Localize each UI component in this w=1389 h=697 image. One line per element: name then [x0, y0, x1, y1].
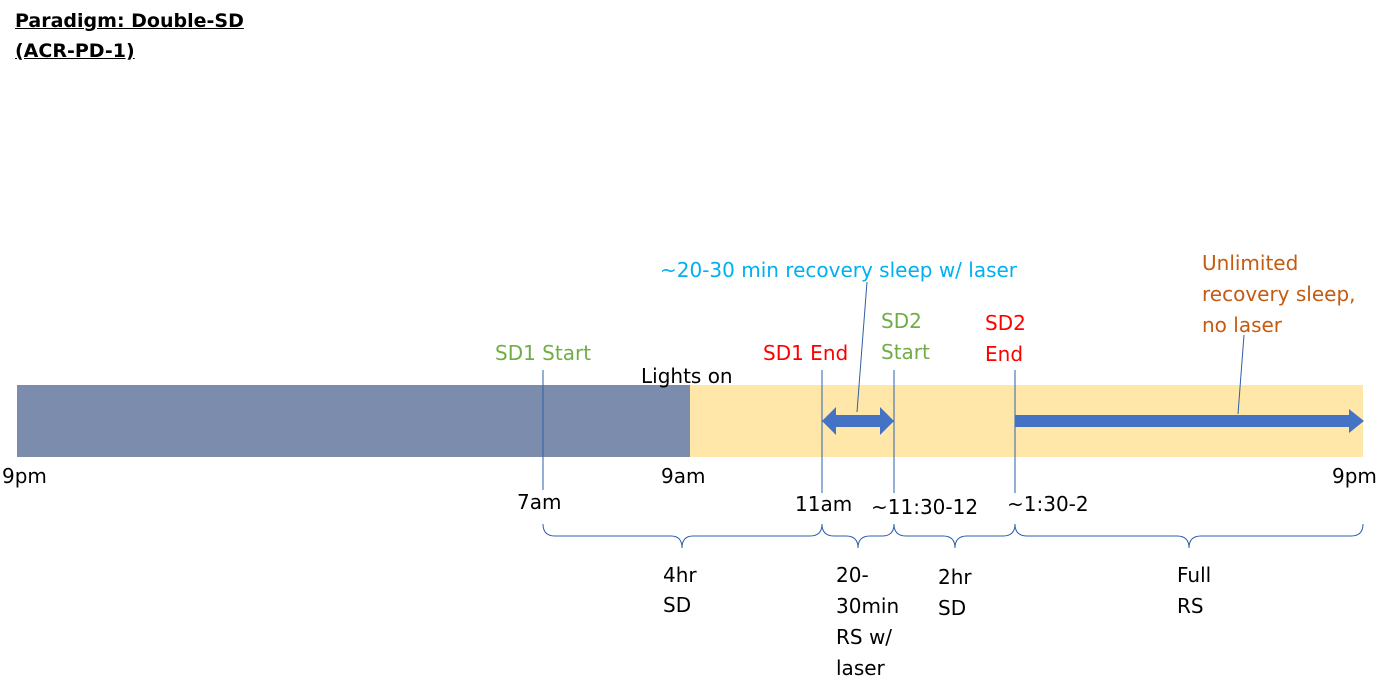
sd2-start-label-line-1: SD2 [881, 309, 922, 333]
duration-rs-line-3: RS w/ [836, 625, 893, 649]
duration-2hr-sd-line-2: SD [938, 596, 967, 620]
brace-4hr-sd [542, 523, 823, 549]
unlimited-note-leader [1237, 334, 1245, 415]
duration-full-rs-line-1: Full [1177, 563, 1212, 587]
duration-2hr-sd-line-1: 2hr [938, 565, 972, 589]
duration-rs-line-4: laser [836, 656, 885, 680]
duration-rs-line-1: 20- [836, 563, 869, 587]
unlimited-note-line-1: Unlimited [1202, 251, 1299, 275]
laser-note-leader [856, 281, 868, 413]
duration-20-30min-rs: 20- 30min RS w/ laser [836, 560, 899, 684]
duration-4hr-sd-line-1: 4hr [663, 563, 697, 587]
duration-2hr-sd: 2hr SD [938, 562, 972, 624]
title-line-1: Paradigm: Double-SD [15, 10, 244, 32]
unlimited-recovery-note: Unlimited recovery sleep, no laser [1202, 248, 1356, 341]
duration-full-rs-line-2: RS [1177, 594, 1204, 618]
unlimited-note-line-3: no laser [1202, 313, 1283, 337]
brace-20-30min-rs [821, 523, 895, 549]
time-label-7am: 7am [517, 490, 562, 514]
lights-on-label: Lights on [641, 364, 733, 388]
unlimited-note-line-2: recovery sleep, [1202, 282, 1356, 306]
time-label-9am: 9am [661, 464, 706, 488]
time-label-9pm-start: 9pm [2, 464, 47, 488]
time-label-1130-12: ~11:30-12 [871, 495, 979, 519]
sd2-end-label-line-1: SD2 [985, 311, 1026, 335]
duration-full-rs: Full RS [1177, 560, 1211, 622]
brace-2hr-sd [893, 523, 1016, 549]
title-line-2: (ACR-PD-1) [15, 40, 135, 62]
dark-period-bar [17, 385, 690, 457]
time-label-130-2: ~1:30-2 [1007, 492, 1089, 516]
sd2-start-label-line-2: Start [881, 340, 930, 364]
sd2-end-label: SD2 End [985, 309, 1026, 368]
brace-full-rs [1014, 523, 1364, 549]
duration-4hr-sd: 4hr SD [663, 560, 697, 620]
time-label-9pm-end: 9pm [1332, 464, 1377, 488]
sd2-start-label: SD2 Start [881, 307, 930, 366]
duration-4hr-sd-line-2: SD [663, 593, 692, 617]
time-label-11am: 11am [795, 492, 853, 516]
unlimited-recovery-arrow [1015, 409, 1364, 433]
sd1-end-label: SD1 End [763, 341, 849, 365]
paradigm-title: Paradigm: Double-SD (ACR-PD-1) [15, 6, 244, 66]
duration-rs-line-2: 30min [836, 594, 900, 618]
sd2-end-label-line-2: End [985, 342, 1024, 366]
laser-recovery-note: ~20-30 min recovery sleep w/ laser [660, 258, 1018, 282]
laser-recovery-arrow [822, 407, 894, 435]
sd1-start-label: SD1 Start [495, 341, 592, 365]
